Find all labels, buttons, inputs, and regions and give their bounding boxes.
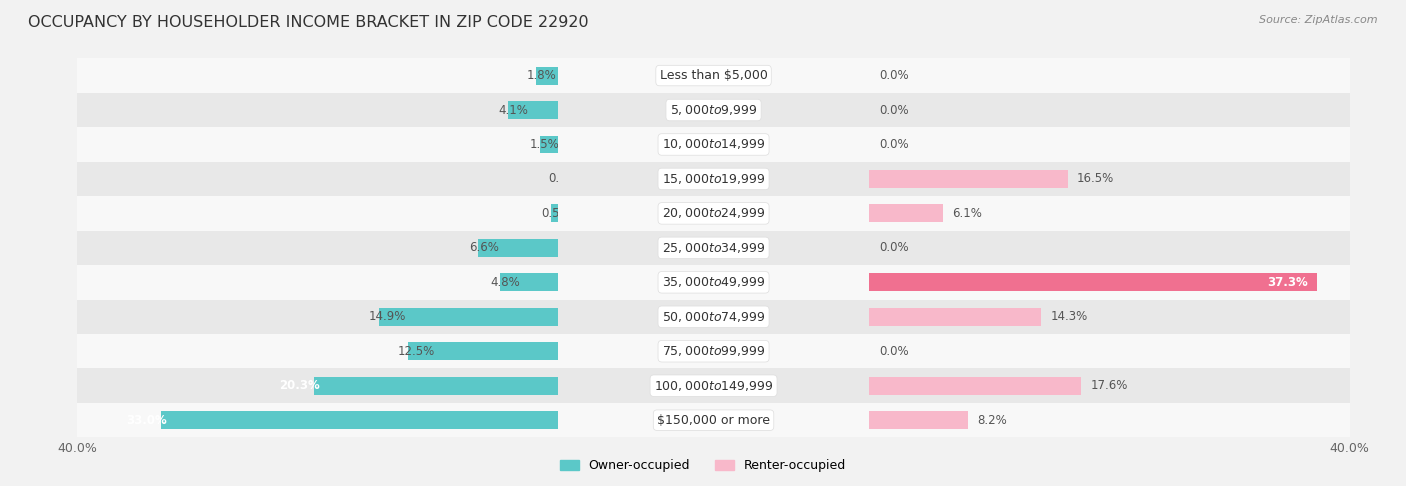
Text: 0.0%: 0.0% bbox=[879, 242, 908, 254]
Bar bbox=[869, 377, 1081, 395]
Bar bbox=[0, 265, 1406, 299]
Text: 33.0%: 33.0% bbox=[127, 414, 167, 427]
Bar bbox=[378, 308, 558, 326]
Legend: Owner-occupied, Renter-occupied: Owner-occupied, Renter-occupied bbox=[555, 454, 851, 477]
Text: $150,000 or more: $150,000 or more bbox=[657, 414, 770, 427]
Bar bbox=[0, 231, 1406, 265]
Bar bbox=[0, 231, 1406, 265]
Bar bbox=[0, 265, 1406, 299]
Bar bbox=[869, 205, 942, 223]
Bar bbox=[162, 411, 558, 429]
Bar bbox=[0, 368, 1406, 403]
Text: $50,000 to $74,999: $50,000 to $74,999 bbox=[662, 310, 765, 324]
Bar bbox=[314, 377, 558, 395]
Text: 20.3%: 20.3% bbox=[280, 379, 321, 392]
Bar bbox=[478, 239, 558, 257]
Text: 0.0%: 0.0% bbox=[879, 69, 908, 82]
Bar bbox=[0, 58, 1406, 93]
Text: 12.5%: 12.5% bbox=[398, 345, 436, 358]
Bar bbox=[0, 403, 1406, 437]
Text: 6.6%: 6.6% bbox=[468, 242, 499, 254]
Text: 14.9%: 14.9% bbox=[370, 310, 406, 323]
Bar bbox=[0, 93, 1406, 127]
Text: 17.6%: 17.6% bbox=[1091, 379, 1128, 392]
Text: $15,000 to $19,999: $15,000 to $19,999 bbox=[662, 172, 765, 186]
Text: $35,000 to $49,999: $35,000 to $49,999 bbox=[662, 276, 765, 289]
Bar bbox=[0, 368, 1406, 403]
Bar bbox=[0, 334, 1406, 368]
Bar bbox=[869, 170, 1067, 188]
Bar bbox=[501, 273, 558, 291]
Bar bbox=[0, 334, 1406, 368]
Bar bbox=[509, 101, 558, 119]
Bar bbox=[536, 67, 558, 85]
Bar bbox=[0, 127, 1406, 162]
Bar bbox=[0, 162, 1406, 196]
Bar bbox=[0, 231, 1406, 265]
Bar bbox=[0, 403, 1406, 437]
Text: 0.0%: 0.0% bbox=[879, 138, 908, 151]
Text: 1.8%: 1.8% bbox=[526, 69, 557, 82]
Bar bbox=[869, 308, 1040, 326]
Bar bbox=[0, 127, 1406, 162]
Text: OCCUPANCY BY HOUSEHOLDER INCOME BRACKET IN ZIP CODE 22920: OCCUPANCY BY HOUSEHOLDER INCOME BRACKET … bbox=[28, 15, 589, 30]
Text: $5,000 to $9,999: $5,000 to $9,999 bbox=[669, 103, 758, 117]
Bar bbox=[408, 342, 558, 360]
Bar bbox=[0, 196, 1406, 231]
Bar bbox=[869, 411, 967, 429]
Text: 0.59%: 0.59% bbox=[541, 207, 578, 220]
Text: $25,000 to $34,999: $25,000 to $34,999 bbox=[662, 241, 765, 255]
Text: 0.0%: 0.0% bbox=[879, 104, 908, 117]
Bar bbox=[0, 368, 1406, 403]
Text: 37.3%: 37.3% bbox=[1267, 276, 1308, 289]
Bar bbox=[540, 136, 558, 154]
Text: $75,000 to $99,999: $75,000 to $99,999 bbox=[662, 344, 765, 358]
Bar bbox=[869, 273, 1317, 291]
Text: 4.8%: 4.8% bbox=[491, 276, 520, 289]
Text: Less than $5,000: Less than $5,000 bbox=[659, 69, 768, 82]
Text: 8.2%: 8.2% bbox=[977, 414, 1007, 427]
Text: 6.1%: 6.1% bbox=[952, 207, 983, 220]
Text: $100,000 to $149,999: $100,000 to $149,999 bbox=[654, 379, 773, 393]
Text: $10,000 to $14,999: $10,000 to $14,999 bbox=[662, 138, 765, 152]
Text: 0.0%: 0.0% bbox=[879, 345, 908, 358]
Text: 1.5%: 1.5% bbox=[530, 138, 560, 151]
Bar bbox=[0, 299, 1406, 334]
Bar bbox=[0, 162, 1406, 196]
Bar bbox=[0, 299, 1406, 334]
Bar bbox=[0, 127, 1406, 162]
Text: 4.1%: 4.1% bbox=[499, 104, 529, 117]
Bar bbox=[0, 162, 1406, 196]
Bar bbox=[0, 93, 1406, 127]
Bar bbox=[0, 196, 1406, 231]
Text: 16.5%: 16.5% bbox=[1077, 173, 1115, 186]
Text: $20,000 to $24,999: $20,000 to $24,999 bbox=[662, 207, 765, 220]
Bar bbox=[0, 196, 1406, 231]
Text: 0.0%: 0.0% bbox=[548, 173, 578, 186]
Bar bbox=[0, 403, 1406, 437]
Bar bbox=[0, 58, 1406, 93]
Bar bbox=[0, 334, 1406, 368]
Text: 14.3%: 14.3% bbox=[1050, 310, 1088, 323]
Bar bbox=[0, 265, 1406, 299]
Bar bbox=[0, 299, 1406, 334]
Bar bbox=[0, 58, 1406, 93]
Bar bbox=[551, 205, 558, 223]
Bar bbox=[0, 93, 1406, 127]
Text: Source: ZipAtlas.com: Source: ZipAtlas.com bbox=[1260, 15, 1378, 25]
